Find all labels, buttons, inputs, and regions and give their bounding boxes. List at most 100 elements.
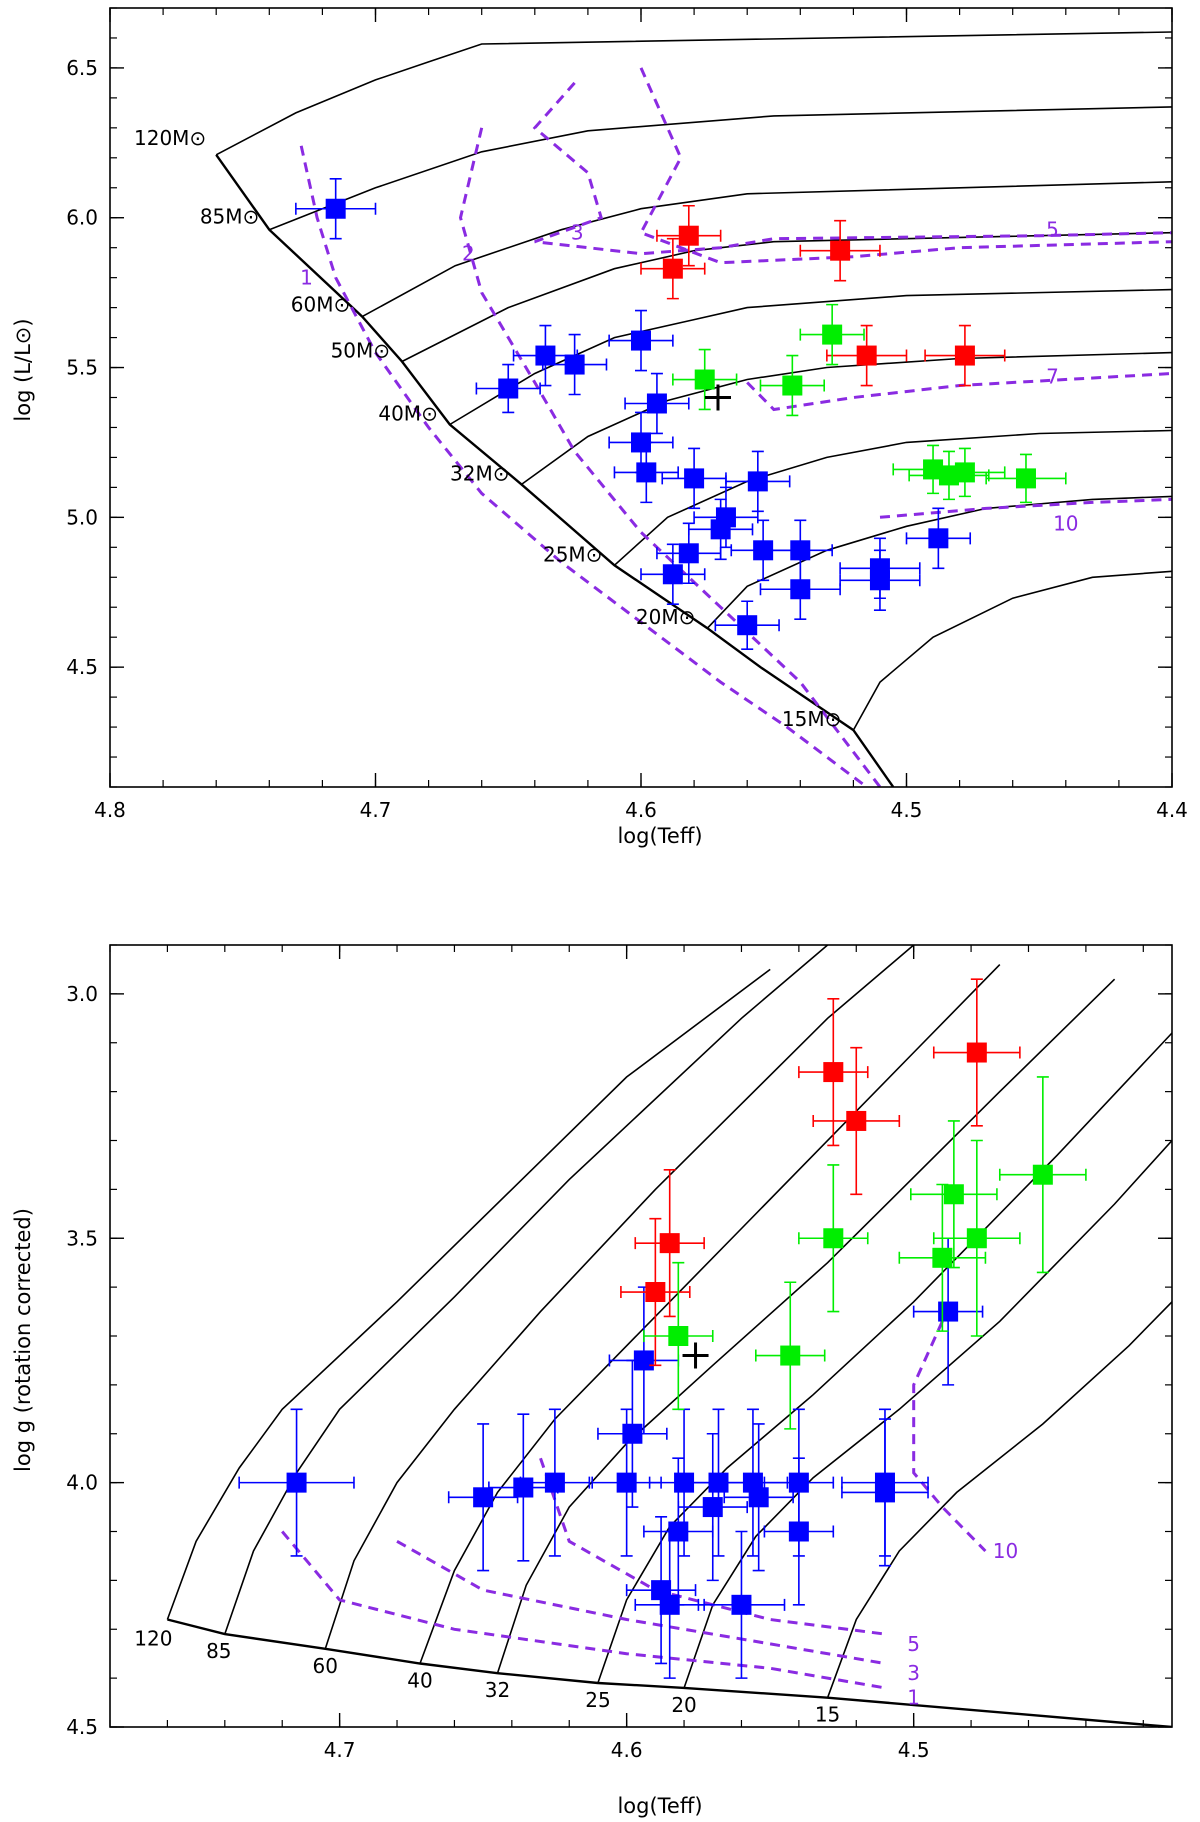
blue-marker bbox=[874, 1482, 895, 1503]
green-star-point bbox=[759, 354, 825, 417]
x-tick-label: 4.7 bbox=[360, 798, 392, 822]
red-marker bbox=[823, 1062, 844, 1083]
y-tick-label: 6.0 bbox=[66, 206, 98, 230]
evolutionary-track-8 bbox=[852, 570, 1172, 731]
blue-star-point bbox=[613, 441, 679, 504]
evolutionary-track-1 bbox=[269, 106, 1172, 231]
blue-marker bbox=[668, 1521, 689, 1542]
green-marker bbox=[954, 462, 975, 483]
isochrone-label-3: 3 bbox=[907, 1661, 920, 1685]
isochrone-label-3: 3 bbox=[571, 221, 584, 245]
green-marker bbox=[780, 1345, 801, 1366]
mass-label: 15M⊙ bbox=[782, 707, 841, 731]
x-tick-label: 4.8 bbox=[94, 798, 126, 822]
blue-marker bbox=[631, 330, 651, 351]
blue-marker bbox=[747, 471, 768, 492]
evolutionary-track-1 bbox=[224, 945, 829, 1635]
mass-label: 20 bbox=[671, 1693, 696, 1717]
red-marker bbox=[662, 258, 683, 279]
blue-marker bbox=[473, 1487, 494, 1508]
green-star-point bbox=[643, 1261, 714, 1411]
red-marker bbox=[678, 225, 699, 246]
y-tick-label: 4.0 bbox=[66, 1471, 98, 1495]
blue-star-point bbox=[723, 1423, 794, 1572]
blue-marker bbox=[748, 1487, 769, 1508]
blue-star-point bbox=[759, 558, 841, 621]
green-star-point bbox=[998, 1076, 1087, 1274]
reference-star-marker bbox=[704, 384, 731, 411]
blue-marker bbox=[646, 393, 667, 414]
blue-marker bbox=[662, 564, 683, 585]
green-marker bbox=[822, 324, 843, 345]
green-star-point bbox=[910, 1120, 998, 1269]
isochrone-label-1: 1 bbox=[907, 1686, 920, 1710]
blue-marker bbox=[710, 519, 731, 540]
isochrone-5 bbox=[539, 1457, 886, 1636]
red-star-point bbox=[932, 978, 1021, 1127]
mass-label: 85M⊙ bbox=[200, 205, 259, 229]
mass-label: 40 bbox=[407, 1668, 432, 1692]
reference-star-marker bbox=[682, 1342, 709, 1369]
evolutionary-track-0 bbox=[215, 31, 1172, 156]
red-star-point bbox=[640, 237, 706, 300]
red-star-point bbox=[826, 324, 908, 387]
y-tick-label: 5.5 bbox=[66, 356, 98, 380]
blue-star-point bbox=[541, 333, 608, 396]
blue-marker bbox=[790, 579, 811, 600]
mass-label: 32M⊙ bbox=[450, 461, 509, 485]
mass-label: 60 bbox=[313, 1654, 338, 1678]
mass-label: 40M⊙ bbox=[378, 401, 437, 425]
y-tick-label: 4.5 bbox=[66, 655, 98, 679]
red-star-point bbox=[812, 1046, 901, 1196]
y-tick-label: 3.0 bbox=[66, 982, 98, 1006]
blue-star-point bbox=[725, 450, 791, 513]
green-star-point bbox=[672, 348, 738, 411]
green-marker bbox=[782, 375, 803, 396]
isochrone-10 bbox=[879, 497, 1172, 519]
blue-star-point bbox=[643, 1457, 714, 1606]
blue-marker bbox=[286, 1472, 307, 1493]
blue-star-point bbox=[714, 600, 780, 650]
green-star-point bbox=[924, 447, 1006, 498]
red-marker bbox=[846, 1110, 867, 1131]
blue-marker bbox=[928, 528, 949, 549]
red-marker bbox=[966, 1042, 987, 1063]
x-axis-title: log(Teff) bbox=[617, 1794, 702, 1818]
mass-label: 32 bbox=[485, 1678, 510, 1702]
blue-star-point bbox=[640, 543, 706, 606]
y-tick-label: 5.0 bbox=[66, 505, 98, 529]
y-tick-label: 4.5 bbox=[66, 1715, 98, 1739]
x-tick-label: 4.4 bbox=[1156, 798, 1188, 822]
x-tick-label: 4.5 bbox=[898, 1738, 930, 1762]
blue-marker bbox=[788, 1521, 809, 1542]
green-marker bbox=[938, 465, 959, 486]
x-axis-title: log(Teff) bbox=[617, 824, 702, 848]
isochrone-label-7: 7 bbox=[1046, 365, 1059, 389]
green-marker bbox=[923, 459, 944, 480]
blue-star-point bbox=[661, 447, 727, 510]
blue-marker bbox=[731, 1594, 752, 1615]
blue-star-point bbox=[475, 363, 541, 414]
x-tick-label: 4.7 bbox=[324, 1738, 356, 1762]
red-marker bbox=[954, 345, 975, 366]
blue-marker bbox=[544, 1472, 565, 1493]
mass-label: 25M⊙ bbox=[543, 542, 602, 566]
isochrone-label-1: 1 bbox=[300, 266, 313, 290]
blue-marker bbox=[659, 1594, 680, 1615]
evolutionary-track-6 bbox=[613, 429, 1172, 566]
y-tick-label: 6.5 bbox=[66, 56, 98, 80]
blue-marker bbox=[616, 1472, 637, 1493]
isochrone-label-2: 2 bbox=[462, 242, 475, 266]
blue-star-point bbox=[597, 1359, 668, 1508]
isochrone-1 bbox=[281, 1530, 886, 1690]
green-marker bbox=[1032, 1164, 1053, 1185]
blue-star-point bbox=[624, 372, 690, 435]
mass-label: 20M⊙ bbox=[636, 605, 695, 629]
blue-marker bbox=[325, 198, 346, 219]
blue-marker bbox=[869, 570, 890, 591]
green-star-point bbox=[932, 1139, 1021, 1337]
blue-marker bbox=[684, 468, 705, 489]
mass-label: 50M⊙ bbox=[331, 339, 390, 363]
green-star-point bbox=[799, 303, 865, 366]
red-marker bbox=[830, 240, 851, 261]
